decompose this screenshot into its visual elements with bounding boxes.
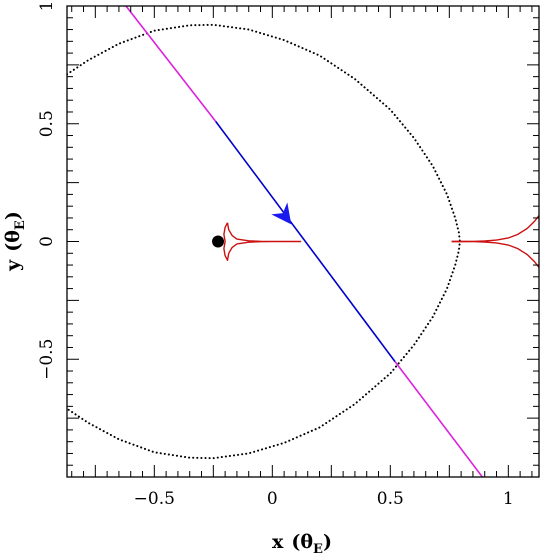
plot-area: [67, 6, 539, 477]
y-tick-label: 1: [37, 1, 57, 12]
x-tick-label: 0: [267, 489, 278, 509]
x-tick-label: 0.5: [377, 489, 404, 509]
lens-marker: [212, 235, 225, 248]
caustic-planetary-lower: [451, 240, 539, 268]
y-axis-label: y(θE): [2, 211, 28, 272]
x-axis-label: x (θE): [272, 531, 332, 557]
caustic-central: [223, 222, 302, 261]
caustic-planetary-upper: [451, 215, 539, 243]
source-trajectory-inside-0: [215, 120, 396, 363]
y-tick-label: 0.5: [37, 110, 57, 137]
tick-labels: −0.5 0 0.5 1 −0.5 0 0.5 1: [37, 1, 514, 509]
y-tick-label: 0: [37, 236, 57, 247]
y-tick-label: −0.5: [37, 339, 57, 380]
x-tick-label: 1: [503, 489, 514, 509]
source-trajectory-outside-0: [125, 6, 217, 122]
x-tick-label: −0.5: [134, 489, 175, 509]
direction-arrow: [271, 202, 292, 225]
axis-ticks: [67, 5, 539, 478]
source-trajectory-outside-1: [394, 361, 483, 477]
